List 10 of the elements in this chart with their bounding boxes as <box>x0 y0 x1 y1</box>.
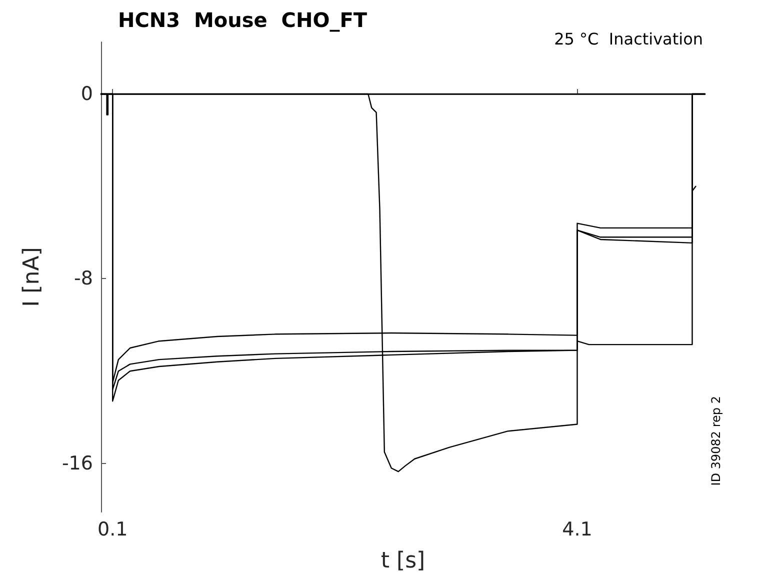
x-tick-label: 0.1 <box>98 518 128 540</box>
chart-title: HCN3 Mouse CHO_FT <box>118 8 368 32</box>
y-tick-label: -8 <box>74 268 93 290</box>
x-axis-title: t [s] <box>380 548 426 574</box>
chart-subtitle: 25 °C Inactivation <box>554 30 703 48</box>
text: ID 39082 rep 2 <box>709 396 723 486</box>
x-tick-label: 4.1 <box>562 518 592 540</box>
y-tick-label: 0 <box>80 82 93 105</box>
y-tick-label: -16 <box>62 452 93 474</box>
y-axis-title: I [nA] <box>20 247 44 307</box>
